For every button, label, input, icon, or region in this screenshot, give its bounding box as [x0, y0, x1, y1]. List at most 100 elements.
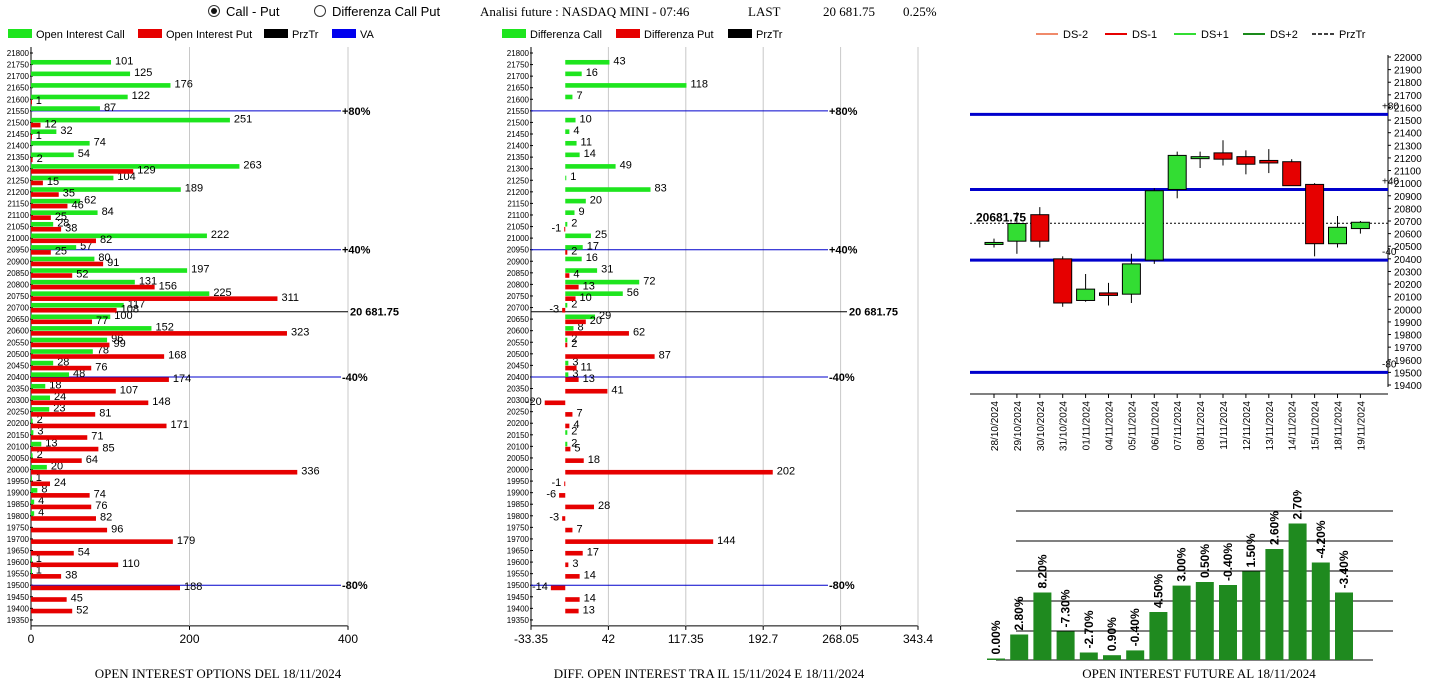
oi-data-label: 131: [139, 275, 157, 287]
future-bar-label: 2.80%: [1012, 596, 1026, 630]
candle-y-tick-label: 21800: [1394, 78, 1422, 89]
diff-data-label: 1: [570, 171, 576, 183]
oi-strike-label: 20450: [7, 361, 30, 370]
oi-call-bar: [31, 59, 112, 65]
oi-strike-label: 21600: [7, 95, 30, 104]
oi-data-label: 54: [78, 148, 90, 160]
diff-x-tick-label: 343.4: [903, 632, 933, 646]
candle-up: [1121, 263, 1141, 295]
oi-data-label: 23: [53, 403, 65, 415]
oi-strike-label: 20100: [7, 442, 30, 451]
oi-legend-label-2: PrzTr: [292, 29, 319, 41]
future-bar: [1126, 650, 1145, 660]
diff-strike-label: 20650: [507, 315, 530, 324]
candle-level-label: -40: [1382, 247, 1397, 258]
oi-call-bar: [31, 233, 207, 239]
oi-data-label: 81: [99, 408, 111, 420]
diff-call-bar: [565, 441, 568, 447]
diff-call-bar: [565, 71, 582, 77]
diff-strike-label: 20400: [507, 373, 530, 382]
change-value: 0.25%: [903, 4, 937, 19]
oi-future-chart: 0.00% 2.80% 8.20% -7.30% -2.70% 0.90% -0.40% 4.…: [987, 490, 1393, 661]
radio-empty-icon[interactable]: [314, 5, 326, 17]
diff-legend-label-2: PrzTr: [756, 29, 783, 41]
diff-put-bar: [565, 331, 629, 336]
diff-call-bar: [565, 152, 580, 158]
oi-call-bar: [31, 395, 51, 401]
oi-data-label: 189: [185, 183, 203, 195]
oi-data-label: 108: [121, 303, 139, 315]
candle-date-label: 06/11/2024: [1150, 401, 1161, 451]
future-bar: [1311, 562, 1330, 660]
oi-strike-label: 20800: [7, 280, 30, 289]
oi-call-bar: [31, 488, 38, 493]
oi-data-label: 52: [76, 269, 88, 281]
candle-y-tick-label: 21000: [1394, 179, 1422, 190]
oi-strike-label: 20900: [7, 257, 30, 266]
oi-call-bar: [31, 256, 95, 262]
oi-data-label: 13: [45, 437, 57, 449]
diff-strike-label: 21700: [507, 72, 530, 81]
diff-data-label: -14: [532, 581, 548, 593]
oi-put-bar: [31, 331, 287, 336]
candle-y-tick-label: 20300: [1394, 267, 1422, 278]
radio-call-put[interactable]: Call - Put: [208, 4, 279, 22]
oi-data-label: 1: [36, 472, 42, 484]
diff-strike-label: 21200: [507, 188, 530, 197]
radio-differenza[interactable]: Differenza Call Put: [314, 4, 440, 22]
diff-call-bar: [565, 233, 591, 239]
candle-down: [1053, 258, 1073, 304]
oi-data-label: 71: [91, 431, 103, 443]
diff-data-label: 83: [655, 183, 667, 195]
diff-data-label: -1: [551, 222, 561, 234]
diff-data-label: 9: [579, 206, 585, 218]
diff-put-bar: [544, 400, 566, 406]
diff-data-label: 3: [572, 356, 578, 368]
oi-call-bar: [31, 418, 33, 424]
diff-strike-label: 20200: [507, 419, 530, 428]
oi-data-label: 32: [60, 125, 72, 137]
diff-put-bar: [550, 585, 566, 591]
diff-x-tick-label: 117.35: [668, 632, 704, 646]
diff-put-bar: [565, 469, 773, 475]
candle-down: [1305, 183, 1325, 245]
oi-call-bar: [31, 268, 188, 273]
oi-call-bar: [31, 245, 77, 250]
oi-strike-label: 20850: [7, 269, 30, 278]
oi-put-bar: [31, 157, 33, 163]
oi-strike-label: 21650: [7, 84, 30, 93]
oi-call-bar: [31, 198, 81, 204]
radio-selected-icon[interactable]: [208, 5, 220, 17]
diff-put-bar: [565, 273, 570, 278]
oi-strike-label: 21450: [7, 130, 30, 139]
oi-strike-label: 19650: [7, 547, 30, 556]
diff-call-bar: [565, 83, 687, 88]
diff-call-bar: [565, 326, 574, 331]
future-bar-label: 0.00%: [989, 620, 1003, 654]
diff-oi-chart: Differenza Call Differenza Put PrzTr -33.35…: [502, 29, 933, 646]
future-bar-label: -7.30%: [1059, 589, 1073, 627]
oi-data-label: 2: [37, 449, 43, 461]
diff-put-bar: [565, 423, 570, 429]
candle-y-tick-label: 19500: [1394, 368, 1422, 379]
diff-data-label: -1: [551, 477, 561, 489]
diff-call-bar: [565, 198, 586, 204]
candle-y-tick-label: 21900: [1394, 66, 1422, 77]
diff-data-label: 29: [599, 310, 611, 322]
oi-put-bar: [31, 493, 90, 498]
oi-data-label: 87: [104, 102, 116, 114]
diff-call-bar: [565, 337, 568, 343]
diff-call-bar: [565, 372, 569, 377]
diff-data-label: -3: [549, 512, 559, 524]
oi-put-bar: [31, 134, 32, 139]
diff-strike-label: 21000: [507, 234, 530, 243]
diff-data-label: 20: [590, 194, 602, 206]
diff-data-label: 144: [717, 535, 735, 547]
oi-data-label: 82: [100, 234, 112, 246]
oi-put-bar: [31, 261, 104, 267]
diff-put-bar: [559, 493, 566, 498]
diff-x-tick-label: 192.7: [748, 632, 778, 646]
oi-put-bar: [31, 469, 298, 475]
diff-strike-label: 21050: [507, 223, 530, 232]
future-bar-label: 8.20%: [1035, 554, 1049, 588]
